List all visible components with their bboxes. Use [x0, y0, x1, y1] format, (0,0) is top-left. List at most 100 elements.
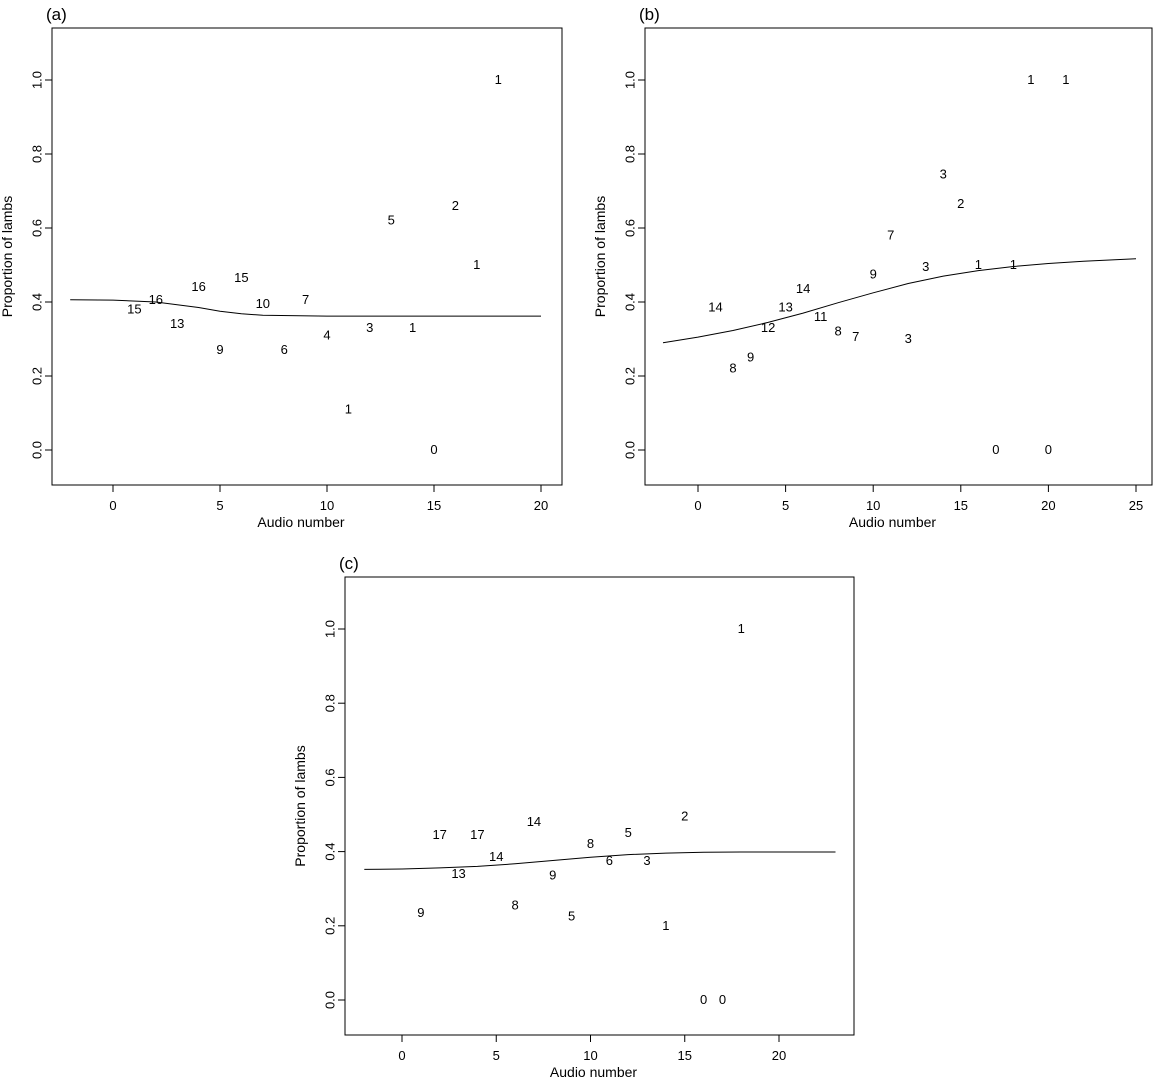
fitted-curve [70, 299, 541, 317]
data-point-label: 14 [527, 814, 541, 829]
y-tick-label: 1.0 [29, 71, 44, 89]
data-point-label: 0 [700, 992, 707, 1007]
data-point-label: 1 [738, 621, 745, 636]
data-point-label: 7 [852, 329, 859, 344]
data-point-label: 9 [549, 868, 556, 883]
x-tick-label: 0 [694, 498, 701, 513]
data-point-label: 1 [1027, 72, 1034, 87]
data-point-label: 9 [870, 266, 877, 281]
data-point-label: 16 [191, 279, 205, 294]
x-tick-label: 10 [320, 498, 334, 513]
data-point-label: 5 [388, 213, 395, 228]
y-axis-label: Proportion of lambs [292, 745, 308, 866]
data-point-label: 14 [796, 281, 810, 296]
data-point-label: 4 [323, 327, 330, 342]
data-point-label: 7 [302, 292, 309, 307]
data-point-label: 13 [451, 866, 465, 881]
data-point-label: 3 [922, 259, 929, 274]
data-point-label: 0 [992, 442, 999, 457]
y-tick-label: 0.2 [29, 367, 44, 385]
y-tick-label: 0.8 [322, 694, 337, 712]
plot-frame [344, 576, 855, 1036]
y-tick-label: 0.0 [29, 441, 44, 459]
data-point-label: 11 [814, 309, 828, 324]
data-point-label: 1 [1010, 257, 1017, 272]
data-point-label: 1 [345, 401, 352, 416]
data-point-label: 16 [149, 292, 163, 307]
data-point-label: 1 [409, 320, 416, 335]
data-point-label: 6 [281, 342, 288, 357]
data-point-label: 3 [366, 320, 373, 335]
data-point-label: 0 [1045, 442, 1052, 457]
x-tick-label: 25 [1129, 498, 1143, 513]
y-tick-label: 1.0 [622, 71, 637, 89]
fitted-curve [662, 258, 1137, 344]
data-point-label: 3 [643, 853, 650, 868]
data-point-label: 15 [234, 270, 248, 285]
panel-label: (a) [46, 5, 67, 24]
data-point-label: 6 [606, 853, 613, 868]
x-tick-label: 5 [782, 498, 789, 513]
data-point-label: 1 [1062, 72, 1069, 87]
fitted-curve [364, 851, 836, 870]
y-tick-label: 0.4 [622, 293, 637, 311]
data-point-label: 8 [835, 324, 842, 339]
x-tick-label: 10 [866, 498, 880, 513]
data-point-label: 5 [625, 825, 632, 840]
data-point-label: 0 [719, 992, 726, 1007]
data-point-label: 1 [662, 918, 669, 933]
y-tick-label: 0.4 [322, 843, 337, 861]
data-point-label: 17 [470, 827, 484, 842]
data-point-label: 9 [747, 350, 754, 365]
data-point-label: 13 [170, 316, 184, 331]
data-point-label: 8 [587, 836, 594, 851]
y-tick-label: 0.4 [29, 293, 44, 311]
panel-label: (b) [639, 5, 660, 24]
data-point-label: 2 [957, 196, 964, 211]
y-tick-label: 0.0 [322, 991, 337, 1009]
data-point-label: 17 [432, 827, 446, 842]
x-tick-label: 20 [534, 498, 548, 513]
x-tick-label: 15 [954, 498, 968, 513]
y-tick-label: 1.0 [322, 620, 337, 638]
y-tick-label: 0.0 [622, 441, 637, 459]
x-tick-label: 5 [216, 498, 223, 513]
plot-frame [644, 27, 1153, 486]
data-point-label: 13 [778, 300, 792, 315]
y-tick-label: 0.6 [622, 219, 637, 237]
y-tick-label: 0.6 [322, 768, 337, 786]
data-point-label: 1 [473, 257, 480, 272]
data-point-label: 8 [511, 897, 518, 912]
y-tick-label: 0.2 [622, 367, 637, 385]
data-point-label: 14 [489, 849, 503, 864]
data-point-label: 12 [761, 320, 775, 335]
data-point-label: 2 [681, 808, 688, 823]
x-axis-label: Audio number [849, 514, 937, 530]
x-tick-label: 0 [398, 1048, 405, 1063]
y-axis-label: Proportion of lambs [592, 196, 608, 317]
data-point-label: 1 [975, 257, 982, 272]
data-point-label: 2 [452, 198, 459, 213]
data-point-label: 10 [256, 296, 270, 311]
data-point-label: 0 [430, 442, 437, 457]
data-point-label: 7 [887, 227, 894, 242]
x-tick-label: 20 [1041, 498, 1055, 513]
y-tick-label: 0.2 [322, 917, 337, 935]
y-axis-label: Proportion of lambs [0, 196, 15, 317]
y-tick-label: 0.8 [622, 145, 637, 163]
plot-frame [51, 27, 563, 486]
data-point-label: 9 [417, 905, 424, 920]
x-tick-label: 15 [678, 1048, 692, 1063]
data-point-label: 1 [495, 72, 502, 87]
x-tick-label: 15 [427, 498, 441, 513]
data-point-label: 3 [940, 166, 947, 181]
panel-label: (c) [339, 554, 359, 573]
y-tick-label: 0.8 [29, 145, 44, 163]
data-point-label: 14 [708, 300, 722, 315]
y-tick-label: 0.6 [29, 219, 44, 237]
x-tick-label: 20 [772, 1048, 786, 1063]
